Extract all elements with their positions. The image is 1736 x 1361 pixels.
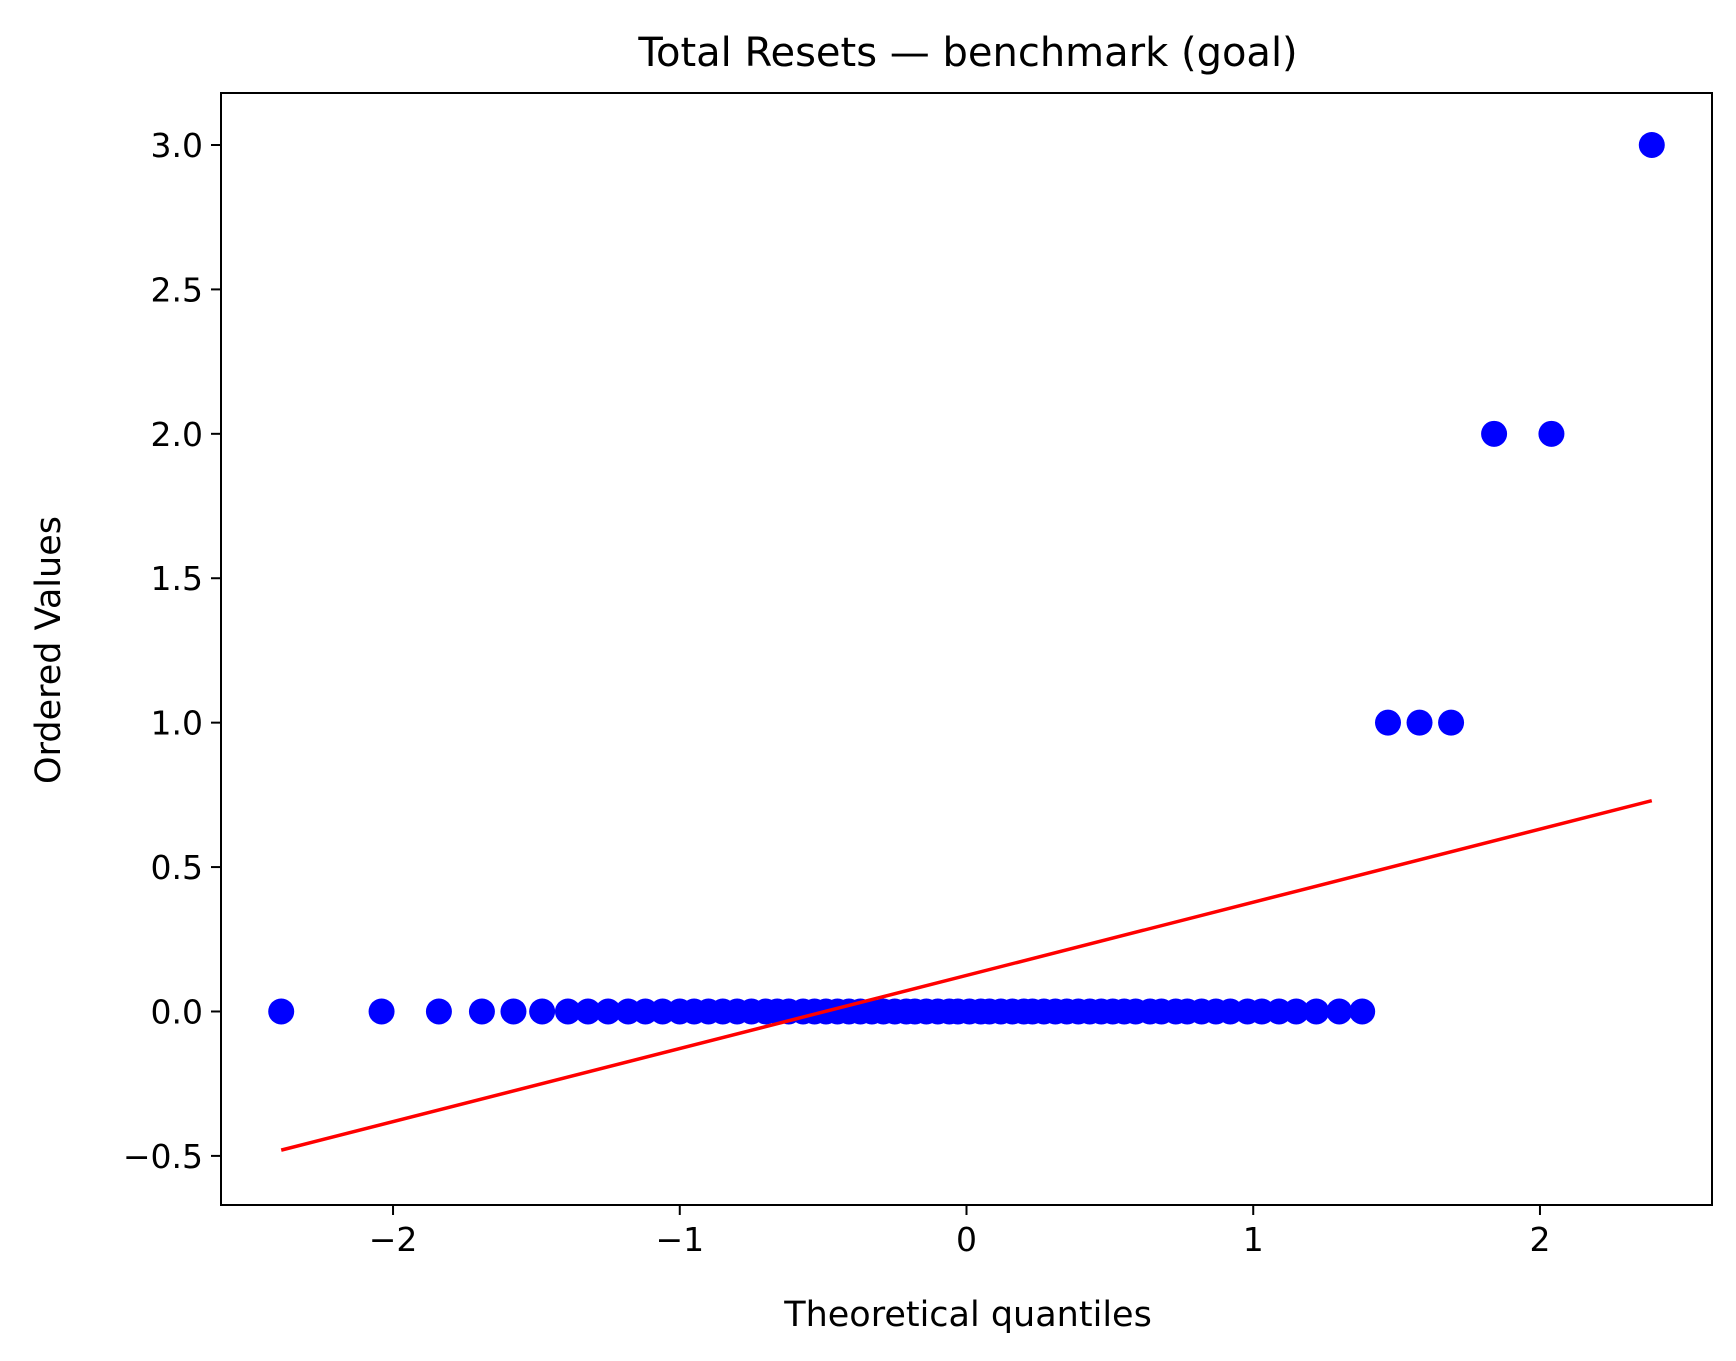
y-tick-label: 1.5 — [151, 559, 203, 598]
data-point — [268, 998, 295, 1025]
data-point — [368, 998, 395, 1025]
data-point — [1303, 998, 1330, 1025]
chart-title: Total Resets — benchmark (goal) — [637, 30, 1297, 76]
plot-area: −2 −1 0 1 2 −0.5 0.0 0.5 1.0 1.5 2.0 2.5 3.0 — [123, 92, 1713, 1259]
y-axis-label: Ordered Values — [29, 516, 69, 784]
data-point — [1374, 709, 1401, 736]
x-tick-label: −2 — [369, 1220, 418, 1259]
y-tick-label: 2.5 — [151, 270, 203, 309]
data-point — [575, 998, 602, 1025]
x-tick-label: 1 — [1243, 1220, 1264, 1259]
x-tick-label: 2 — [1529, 1220, 1550, 1259]
x-axis-label: Theoretical quantiles — [783, 1295, 1152, 1335]
data-point — [595, 998, 622, 1025]
data-point — [554, 998, 581, 1025]
data-point — [1283, 998, 1310, 1025]
y-tick-label: −0.5 — [123, 1137, 203, 1176]
fit-line — [280, 798, 1653, 1152]
data-point — [529, 998, 556, 1025]
data-point — [1438, 709, 1465, 736]
y-tick-label: 3.0 — [151, 126, 203, 165]
y-tick-label: 0.0 — [151, 992, 203, 1031]
x-tick-label: 0 — [956, 1220, 977, 1259]
y-tick-label: 1.0 — [151, 704, 203, 743]
x-tick-label: −1 — [655, 1220, 704, 1259]
data-point — [1638, 131, 1665, 158]
data-point — [1406, 709, 1433, 736]
y-tick-label: 2.0 — [151, 415, 203, 454]
data-point — [425, 998, 452, 1025]
data-point — [1349, 998, 1376, 1025]
data-point — [1481, 420, 1508, 447]
data-point — [468, 998, 495, 1025]
data-point — [500, 998, 527, 1025]
data-point — [1326, 998, 1353, 1025]
y-tick-label: 0.5 — [151, 848, 203, 887]
data-point — [1538, 420, 1565, 447]
